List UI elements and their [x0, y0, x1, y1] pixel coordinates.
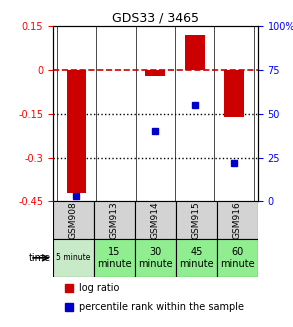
FancyBboxPatch shape — [135, 201, 176, 239]
Bar — [224, 70, 244, 117]
Text: 30
minute: 30 minute — [138, 247, 173, 269]
FancyBboxPatch shape — [94, 201, 135, 239]
FancyBboxPatch shape — [53, 239, 94, 277]
Bar — [145, 70, 165, 76]
Text: 45
minute: 45 minute — [179, 247, 214, 269]
Bar — [185, 35, 205, 70]
Text: time: time — [28, 253, 51, 263]
Text: 15
minute: 15 minute — [97, 247, 132, 269]
Text: log ratio: log ratio — [79, 283, 120, 293]
FancyBboxPatch shape — [176, 239, 217, 277]
Text: GSM913: GSM913 — [110, 201, 119, 239]
Text: 5 minute: 5 minute — [56, 253, 91, 262]
Bar — [67, 70, 86, 193]
Text: GSM915: GSM915 — [192, 201, 201, 239]
FancyBboxPatch shape — [94, 239, 135, 277]
Text: GSM916: GSM916 — [233, 201, 242, 239]
Title: GDS33 / 3465: GDS33 / 3465 — [112, 12, 199, 25]
FancyBboxPatch shape — [176, 201, 217, 239]
FancyBboxPatch shape — [217, 201, 258, 239]
FancyBboxPatch shape — [135, 239, 176, 277]
Text: percentile rank within the sample: percentile rank within the sample — [79, 302, 244, 312]
Text: GSM908: GSM908 — [69, 201, 78, 239]
Text: 60
minute: 60 minute — [220, 247, 255, 269]
Text: GSM914: GSM914 — [151, 201, 160, 239]
FancyBboxPatch shape — [53, 201, 94, 239]
FancyBboxPatch shape — [217, 239, 258, 277]
